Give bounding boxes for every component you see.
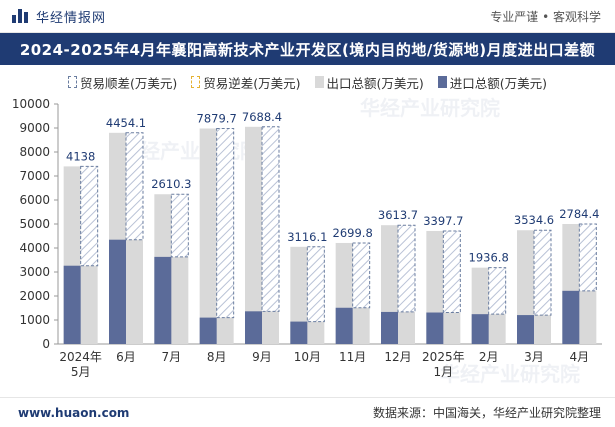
x-tick-label: 4月 — [570, 350, 590, 364]
x-tick-label: 8月 — [207, 350, 227, 364]
chart-title: 2024-2025年4月年襄阳高新技术产业开发区(境内目的地/货源地)月度进出口… — [19, 40, 596, 59]
x-tick-label: 7月 — [162, 350, 182, 364]
data-label: 2784.4 — [559, 207, 599, 221]
import-total-bar — [290, 321, 308, 344]
trade-surplus-bar — [125, 132, 144, 241]
logo-bars-icon — [12, 9, 30, 23]
data-label: 1936.8 — [469, 251, 509, 265]
x-tick-label: 3月 — [524, 350, 544, 364]
chart-legend: 贸易顺差(万美元) 贸易逆差(万美元) 出口总额(万美元) 进口总额(万美元) — [0, 70, 615, 94]
legend-label-surplus: 贸易顺差(万美元) — [79, 75, 178, 91]
legend-label-deficit: 贸易逆差(万美元) — [203, 75, 301, 91]
x-tick-label: 1月 — [434, 365, 454, 379]
y-tick-label: 7000 — [19, 169, 50, 183]
y-tick-label: 9000 — [19, 121, 50, 135]
legend-item-export-total[interactable]: 出口总额(万美元) — [314, 73, 424, 92]
import-total-bar — [335, 307, 353, 344]
data-label: 7688.4 — [242, 110, 282, 124]
y-tick-label: 6000 — [19, 193, 50, 207]
data-label: 3116.1 — [287, 230, 327, 244]
y-tick-label: 10000 — [12, 97, 50, 111]
site-name: 华经情报网 — [36, 10, 107, 26]
data-label: 7879.7 — [197, 111, 237, 125]
trade-surplus-bar — [216, 127, 235, 319]
legend-item-import-total[interactable]: 进口总额(万美元) — [437, 73, 548, 92]
legend-label-import-total: 进口总额(万美元) — [449, 75, 548, 91]
legend-item-surplus[interactable]: 贸易顺差(万美元) — [67, 73, 178, 92]
top-bar: 华经情报网 专业严谨 • 客观科学 — [0, 0, 615, 33]
footer-website-link[interactable]: www.huaon.com — [18, 405, 130, 420]
trade-surplus-bar — [352, 242, 371, 309]
x-tick-label: 10月 — [294, 350, 321, 364]
trade-surplus-bar — [488, 267, 507, 315]
legend-swatch-import-total — [437, 76, 447, 88]
trade-surplus-bar — [261, 126, 280, 312]
y-tick-label: 2000 — [19, 289, 50, 303]
data-label: 2610.3 — [151, 177, 191, 191]
y-tick-label: 3000 — [19, 265, 50, 279]
import-total-bar — [517, 315, 534, 344]
footer-source: 数据来源：中国海关，华经产业研究院整理 — [372, 406, 601, 420]
import-total-bar — [109, 239, 126, 344]
x-tick-label: 11月 — [339, 350, 366, 364]
y-tick-label: 0 — [42, 337, 50, 351]
chart-title-band: 2024-2025年4月年襄阳高新技术产业开发区(境内目的地/货源地)月度进出口… — [0, 33, 615, 65]
legend-swatch-deficit — [191, 76, 201, 88]
import-total-bar — [154, 256, 172, 344]
footer: www.huaon.com 数据来源：中国海关，华经产业研究院整理 — [0, 397, 615, 427]
y-tick-label: 8000 — [19, 145, 50, 159]
x-tick-label: 2024年 — [59, 350, 102, 364]
data-label: 3397.7 — [423, 214, 463, 228]
import-total-bar — [63, 265, 81, 344]
legend-swatch-surplus — [67, 76, 77, 88]
import-total-bar — [245, 311, 262, 344]
trade-surplus-bar — [306, 246, 325, 323]
trade-surplus-bar — [397, 224, 416, 313]
y-tick-label: 1000 — [19, 313, 50, 327]
y-tick-label: 4000 — [19, 241, 50, 255]
x-tick-label: 2025年 — [422, 350, 465, 364]
data-label: 4454.1 — [106, 116, 146, 130]
trade-surplus-bar — [442, 230, 461, 314]
import-total-bar — [471, 314, 489, 344]
y-tick-label: 5000 — [19, 217, 50, 231]
slogan: 专业严谨 • 客观科学 — [490, 9, 601, 24]
x-tick-label: 2月 — [479, 350, 499, 364]
import-total-bar — [381, 311, 398, 344]
data-label: 2699.8 — [333, 226, 373, 240]
trade-surplus-bar — [578, 223, 597, 292]
x-tick-label: 9月 — [252, 350, 272, 364]
import-total-bar — [426, 312, 444, 344]
legend-swatch-export-total — [314, 76, 324, 88]
import-total-bar — [199, 317, 217, 344]
brand[interactable]: 华经情报网 — [12, 7, 106, 26]
trade-surplus-bar — [80, 165, 99, 267]
data-label: 3534.6 — [514, 213, 554, 227]
trade-surplus-bar — [170, 193, 189, 258]
import-total-bar — [562, 290, 580, 344]
x-tick-label: 12月 — [384, 350, 411, 364]
legend-label-export-total: 出口总额(万美元) — [326, 75, 424, 91]
x-tick-label: 6月 — [116, 350, 136, 364]
legend-item-deficit[interactable]: 贸易逆差(万美元) — [191, 73, 301, 92]
x-tick-label: 5月 — [71, 365, 91, 379]
data-label: 4138 — [66, 149, 95, 163]
trade-surplus-bar — [533, 229, 552, 316]
data-label: 3613.7 — [378, 208, 418, 222]
